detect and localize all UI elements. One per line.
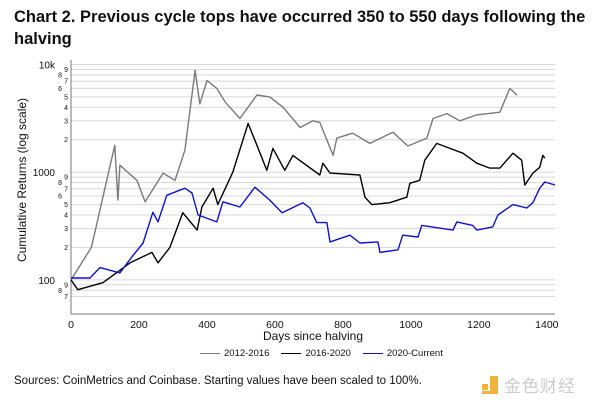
series-line-2012-2016	[70, 69, 518, 281]
y-minor-tick-label: 8	[58, 72, 62, 79]
y-minor-tick-label: 4	[64, 105, 68, 112]
x-tick-label: 1000	[399, 319, 423, 331]
y-minor-tick-label: 3	[64, 118, 68, 125]
y-minor-tick-label: 4	[64, 213, 68, 220]
legend-swatch	[281, 353, 302, 354]
legend-item: 2012-2016	[200, 348, 269, 359]
legend-label: 2012-2016	[224, 348, 270, 359]
x-tick-label: 200	[130, 319, 148, 331]
x-tick-label: 600	[266, 319, 284, 331]
y-minor-tick-label: 6	[58, 194, 62, 201]
x-tick-label: 400	[198, 319, 216, 331]
legend-item: 2016-2020	[281, 348, 351, 359]
y-minor-tick-label: 7	[64, 294, 68, 301]
legend-swatch	[200, 353, 220, 354]
y-tick-label: 1000	[33, 168, 56, 179]
y-minor-tick-label: 9	[64, 282, 68, 289]
y-minor-tick-label: 2	[64, 245, 68, 252]
watermark-text: 金色财经	[504, 377, 576, 396]
x-axis-label: Days since halving	[263, 329, 363, 343]
y-minor-tick-label: 8	[58, 288, 62, 295]
y-minor-tick-label: 5	[64, 202, 68, 209]
y-minor-tick-label: 7	[64, 186, 68, 193]
logo-mark-icon	[482, 375, 500, 394]
x-tick-label: 800	[334, 319, 352, 331]
source-note: Sources: CoinMetrics and Coinbase. Start…	[14, 375, 422, 387]
legend-swatch	[362, 353, 383, 354]
y-minor-tick-label: 8	[58, 180, 62, 187]
y-tick-label: 100	[38, 276, 55, 287]
x-tick-label: 0	[68, 319, 74, 331]
y-minor-tick-label: 6	[58, 86, 62, 93]
y-minor-tick-label: 9	[64, 67, 68, 74]
y-axis-label: Cumulative Returns (log scale)	[15, 98, 29, 262]
legend: 2012-2016 2016-2020 2020-Current	[200, 348, 443, 359]
legend-label: 2016-2020	[305, 348, 351, 359]
y-minor-tick-label: 9	[64, 175, 68, 182]
legend-item: 2020-Current	[362, 348, 443, 359]
legend-label: 2020-Current	[386, 348, 443, 359]
watermark-logo: 金色财经	[482, 372, 576, 397]
x-tick-label: 1200	[467, 319, 491, 331]
chart-title: Chart 2. Previous cycle tops have occurr…	[14, 8, 586, 48]
x-tick-label: 1400	[535, 319, 559, 331]
y-minor-tick-label: 3	[64, 226, 68, 233]
y-minor-tick-label: 2	[64, 137, 68, 144]
y-minor-tick-label: 5	[64, 94, 68, 101]
y-tick-label: 10k	[39, 60, 56, 71]
y-minor-tick-label: 7	[64, 79, 68, 86]
series-line-2020-current	[71, 181, 556, 279]
series-line-2016-2020	[70, 122, 546, 291]
